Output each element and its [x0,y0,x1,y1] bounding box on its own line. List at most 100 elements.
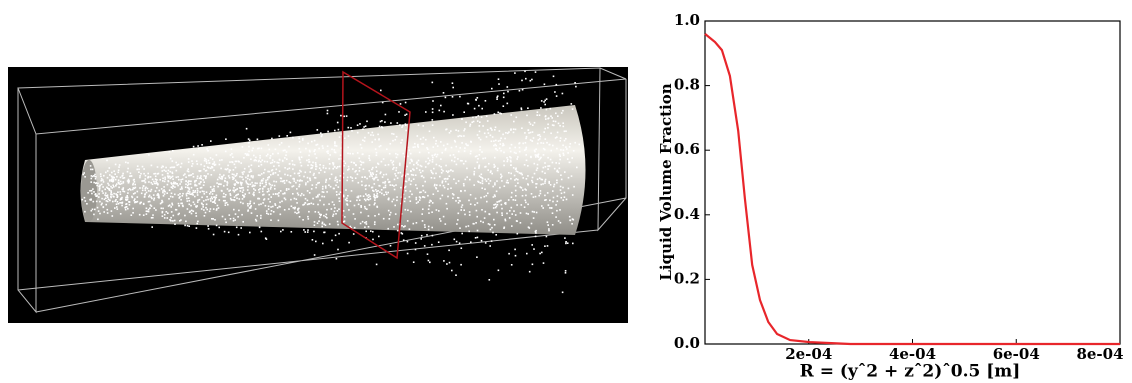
droplet [229,189,231,192]
droplet [289,131,292,134]
droplet [203,190,205,193]
droplet [318,193,321,196]
droplet [526,114,528,117]
droplet [106,170,109,172]
droplet [358,199,361,201]
droplet [500,150,502,152]
droplet [205,160,208,163]
droplet [477,115,480,117]
droplet [417,159,420,162]
droplet [434,153,437,156]
droplet [156,179,158,181]
droplet [487,223,490,225]
droplet [329,185,332,188]
droplet [571,108,574,110]
droplet [558,153,561,156]
droplet [333,210,336,213]
droplet [269,174,272,176]
droplet [254,208,257,210]
droplet [497,78,500,80]
droplet [97,182,99,185]
droplet [170,192,173,195]
droplet [187,183,190,185]
droplet [111,187,113,189]
droplet [275,180,278,183]
droplet [314,211,317,213]
droplet [220,167,222,170]
droplet [117,169,120,171]
droplet [240,184,243,186]
droplet [135,201,138,203]
droplet [278,159,281,161]
droplet [316,222,319,224]
droplet [326,150,328,153]
droplet [450,130,452,132]
droplet [479,121,481,123]
droplet [112,179,115,182]
droplet [493,144,495,147]
droplet [474,197,477,200]
droplet [139,202,141,205]
droplet [422,208,424,210]
droplet [375,189,377,191]
droplet [368,170,371,172]
droplet [224,218,227,221]
droplet [400,196,403,198]
droplet [174,208,177,211]
droplet [322,164,325,167]
droplet [435,140,437,142]
droplet [248,139,251,142]
droplet [527,203,529,206]
droplet [388,197,390,200]
droplet [469,203,472,205]
droplet [484,157,487,159]
droplet [325,187,327,189]
droplet [216,208,218,210]
droplet [162,195,165,197]
droplet [253,185,255,187]
droplet [139,175,141,177]
droplet [509,150,512,153]
droplet [502,96,505,99]
droplet [313,224,316,226]
droplet [114,178,117,181]
droplet [269,162,272,164]
droplet [509,156,511,158]
droplet [274,204,277,206]
droplet [177,163,180,166]
droplet [495,139,497,142]
droplet [198,177,201,180]
droplet [232,178,234,180]
droplet [134,183,136,186]
droplet [556,147,558,150]
droplet [371,175,373,177]
droplet [185,220,187,223]
droplet [518,146,521,149]
droplet [472,116,474,119]
droplet [322,242,324,245]
droplet [525,194,527,197]
droplet [170,206,172,208]
droplet [84,176,86,178]
droplet [318,167,321,169]
droplet [304,197,307,200]
droplet [338,158,340,160]
droplet [204,170,207,172]
droplet [384,121,386,123]
droplet [265,238,268,240]
droplet [407,173,409,176]
droplet [107,198,110,200]
droplet [463,129,465,132]
droplet [413,163,415,166]
droplet [460,247,463,249]
droplet [512,167,515,169]
droplet [562,109,564,112]
droplet [404,156,406,158]
droplet [452,194,455,196]
droplet [248,165,250,168]
droplet [548,182,550,184]
droplet [559,155,561,157]
droplet [410,180,413,182]
droplet [530,222,533,225]
droplet [309,171,311,173]
